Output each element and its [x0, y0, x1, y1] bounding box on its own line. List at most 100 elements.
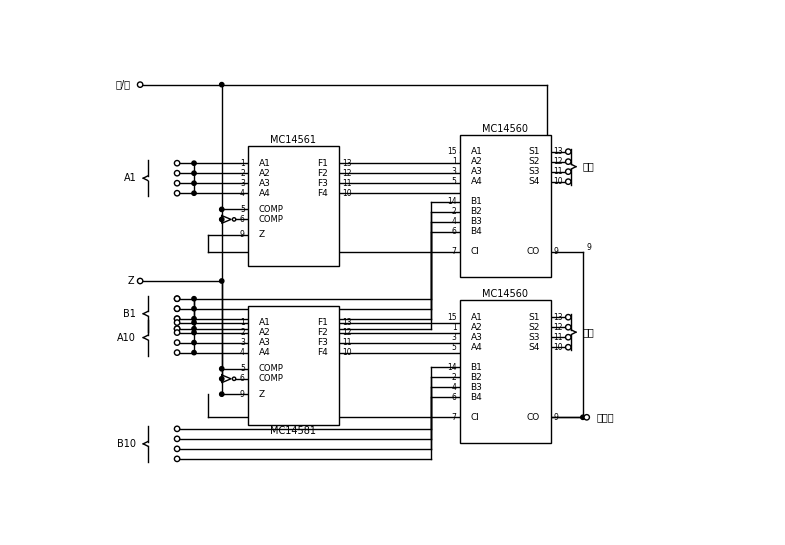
Circle shape: [565, 335, 571, 340]
Circle shape: [220, 82, 224, 87]
Text: 加/减: 加/减: [116, 80, 131, 89]
Text: S4: S4: [528, 343, 540, 352]
Text: 14: 14: [447, 363, 457, 372]
Text: COMP: COMP: [259, 205, 283, 214]
Text: 14: 14: [447, 197, 457, 206]
Text: A1: A1: [259, 318, 271, 327]
Circle shape: [220, 367, 224, 371]
Text: 十位: 十位: [583, 327, 594, 337]
Circle shape: [192, 181, 196, 185]
Text: A1: A1: [259, 159, 271, 168]
Text: 6: 6: [240, 374, 245, 383]
Text: 2: 2: [452, 207, 457, 216]
Text: B4: B4: [470, 227, 482, 236]
Text: 5: 5: [451, 177, 457, 186]
Text: CO: CO: [527, 247, 540, 256]
Text: 6: 6: [451, 393, 457, 402]
Circle shape: [174, 180, 180, 186]
Circle shape: [192, 317, 196, 321]
Text: Z: Z: [259, 231, 265, 239]
Text: A3: A3: [259, 338, 271, 347]
Text: 1: 1: [240, 318, 245, 327]
Text: F4: F4: [317, 348, 328, 357]
Circle shape: [565, 149, 571, 154]
Circle shape: [565, 169, 571, 174]
Bar: [460, 300, 550, 443]
Text: 4: 4: [240, 348, 245, 357]
Circle shape: [192, 296, 196, 301]
Text: CO: CO: [527, 413, 540, 422]
Text: B2: B2: [470, 373, 482, 382]
Text: B1: B1: [470, 197, 482, 206]
Text: 4: 4: [451, 383, 457, 392]
Text: S4: S4: [528, 177, 540, 186]
Circle shape: [220, 392, 224, 396]
Text: F1: F1: [317, 318, 328, 327]
Circle shape: [174, 330, 180, 335]
Text: 11: 11: [553, 167, 563, 176]
Text: A1: A1: [470, 147, 482, 156]
Circle shape: [174, 436, 180, 441]
Text: COMP: COMP: [259, 215, 283, 224]
Text: S3: S3: [528, 167, 540, 176]
Circle shape: [174, 320, 180, 325]
Text: 9: 9: [586, 243, 592, 252]
Text: 6: 6: [451, 227, 457, 236]
Circle shape: [192, 330, 196, 335]
Circle shape: [232, 217, 236, 221]
Text: 12: 12: [342, 169, 352, 178]
Circle shape: [192, 326, 196, 331]
Text: CI: CI: [470, 247, 480, 256]
Text: 10: 10: [342, 348, 352, 357]
Text: 11: 11: [342, 338, 352, 347]
Text: A1: A1: [123, 173, 137, 183]
Text: B1: B1: [470, 363, 482, 372]
Text: A2: A2: [259, 169, 271, 178]
Text: F3: F3: [317, 179, 328, 187]
Text: Z: Z: [259, 390, 265, 399]
Text: A4: A4: [470, 177, 482, 186]
Circle shape: [192, 171, 196, 175]
Circle shape: [174, 316, 180, 322]
Circle shape: [174, 426, 180, 432]
Text: S1: S1: [528, 147, 540, 156]
Text: A2: A2: [259, 328, 271, 337]
Circle shape: [220, 377, 224, 381]
Circle shape: [174, 296, 180, 301]
Circle shape: [174, 316, 180, 322]
Text: 4: 4: [451, 217, 457, 226]
Text: Z: Z: [127, 276, 134, 286]
Text: MC14560: MC14560: [482, 289, 528, 299]
Text: 13: 13: [342, 159, 352, 168]
Text: A4: A4: [470, 343, 482, 352]
Text: B3: B3: [470, 217, 482, 226]
Circle shape: [174, 160, 180, 166]
Text: 2: 2: [240, 169, 245, 178]
Text: COMP: COMP: [259, 374, 283, 383]
Circle shape: [174, 296, 180, 301]
Text: 13: 13: [342, 318, 352, 327]
Circle shape: [192, 350, 196, 355]
Text: 10: 10: [553, 343, 564, 352]
Text: 9: 9: [240, 231, 245, 239]
Circle shape: [581, 415, 585, 420]
Text: 9: 9: [553, 247, 558, 256]
Circle shape: [232, 377, 236, 380]
Text: B3: B3: [470, 383, 482, 392]
Text: 4: 4: [240, 189, 245, 198]
Text: F4: F4: [317, 189, 328, 198]
Text: B2: B2: [470, 207, 482, 216]
Circle shape: [565, 324, 571, 330]
Circle shape: [565, 314, 571, 320]
Circle shape: [192, 307, 196, 311]
Text: 3: 3: [240, 179, 245, 187]
Circle shape: [174, 456, 180, 462]
Text: 9: 9: [553, 413, 558, 422]
Bar: [248, 146, 339, 265]
Text: 15: 15: [447, 147, 457, 156]
Text: 15: 15: [447, 313, 457, 322]
Text: S2: S2: [528, 323, 540, 332]
Circle shape: [220, 207, 224, 211]
Text: 10: 10: [553, 177, 564, 186]
Text: A2: A2: [470, 157, 482, 166]
